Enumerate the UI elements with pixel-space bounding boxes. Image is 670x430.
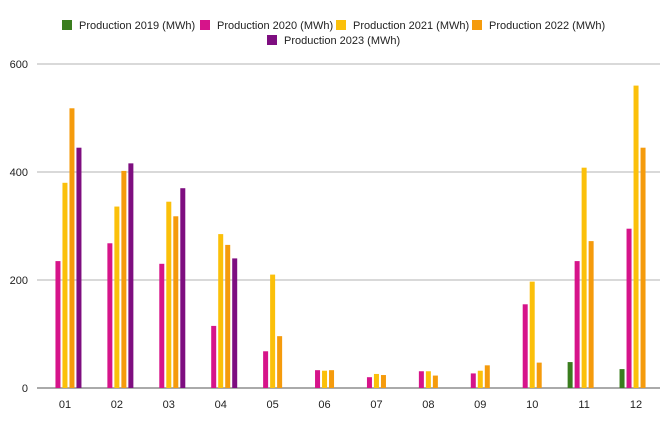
bar-production-2022-mwh-08 bbox=[432, 375, 438, 388]
legend-label: Production 2022 (MWh) bbox=[489, 20, 605, 32]
bar-production-2020-mwh-01 bbox=[55, 261, 61, 388]
x-tick-label: 06 bbox=[318, 399, 330, 411]
legend-label: Production 2021 (MWh) bbox=[353, 20, 469, 32]
legend-label: Production 2020 (MWh) bbox=[217, 20, 333, 32]
bar-production-2021-mwh-11 bbox=[581, 167, 587, 388]
legend-label: Production 2023 (MWh) bbox=[284, 35, 400, 47]
bar-production-2020-mwh-03 bbox=[159, 263, 165, 388]
bar-production-2020-mwh-05 bbox=[263, 351, 269, 388]
y-tick-label: 0 bbox=[22, 383, 28, 395]
bar-production-2022-mwh-02 bbox=[121, 170, 127, 388]
bar-production-2020-mwh-07 bbox=[366, 377, 372, 388]
bar-production-2020-mwh-08 bbox=[418, 371, 424, 388]
legend-label: Production 2019 (MWh) bbox=[79, 20, 195, 32]
legend-swatch-0 bbox=[62, 20, 72, 30]
bar-production-2021-mwh-05 bbox=[270, 274, 276, 388]
bar-production-2021-mwh-03 bbox=[166, 201, 172, 388]
bar-production-2022-mwh-05 bbox=[277, 336, 283, 388]
bar-production-2021-mwh-06 bbox=[322, 370, 328, 388]
x-tick-label: 01 bbox=[59, 399, 71, 411]
bar-production-2023-mwh-04 bbox=[232, 258, 238, 388]
x-tick-label: 04 bbox=[215, 399, 227, 411]
legend-swatch-3 bbox=[472, 20, 482, 30]
bar-production-2020-mwh-10 bbox=[522, 304, 528, 388]
bar-production-2021-mwh-07 bbox=[373, 373, 379, 388]
axes: 0 200 400 600 01 02 03 04 05 06 07 08 09 10 11 12 bbox=[10, 59, 643, 411]
bar-production-2021-mwh-08 bbox=[425, 371, 431, 388]
legend-swatch-1 bbox=[200, 20, 210, 30]
x-tick-label: 03 bbox=[163, 399, 175, 411]
bars bbox=[55, 85, 646, 388]
x-tick-label: 08 bbox=[422, 399, 434, 411]
y-tick-label: 600 bbox=[10, 59, 28, 71]
x-tick-label: 07 bbox=[370, 399, 382, 411]
bar-production-2020-mwh-09 bbox=[470, 373, 476, 388]
bar-production-2022-mwh-11 bbox=[588, 241, 594, 388]
bar-production-2023-mwh-02 bbox=[128, 163, 134, 388]
bar-production-2021-mwh-01 bbox=[62, 182, 68, 388]
gridlines bbox=[37, 63, 660, 389]
bar-production-2023-mwh-03 bbox=[180, 188, 186, 388]
legend-swatch-4 bbox=[267, 35, 277, 45]
bar-production-2019-mwh-11 bbox=[567, 362, 573, 388]
y-tick-label: 400 bbox=[10, 167, 28, 179]
x-tick-label: 11 bbox=[578, 399, 589, 411]
bar-production-2022-mwh-12 bbox=[640, 147, 646, 388]
bar-production-2022-mwh-01 bbox=[69, 108, 75, 388]
x-tick-label: 05 bbox=[267, 399, 279, 411]
bar-production-2021-mwh-02 bbox=[114, 206, 120, 388]
bar-production-2020-mwh-11 bbox=[574, 261, 580, 388]
bar-production-2022-mwh-09 bbox=[484, 365, 490, 388]
bar-production-2022-mwh-10 bbox=[536, 362, 542, 388]
y-tick-label: 200 bbox=[10, 275, 28, 287]
bar-production-2019-mwh-12 bbox=[619, 369, 625, 388]
bar-production-2022-mwh-03 bbox=[173, 216, 179, 388]
bar-production-2022-mwh-06 bbox=[329, 370, 335, 388]
bar-production-2020-mwh-12 bbox=[626, 228, 632, 388]
bar-production-2020-mwh-02 bbox=[107, 243, 113, 388]
bar-production-2020-mwh-04 bbox=[211, 325, 217, 388]
legend: Production 2019 (MWh) Production 2020 (MW… bbox=[62, 20, 605, 47]
bar-production-2022-mwh-07 bbox=[380, 375, 386, 388]
bar-production-2021-mwh-04 bbox=[218, 234, 224, 388]
x-tick-label: 09 bbox=[474, 399, 486, 411]
bar-production-2022-mwh-04 bbox=[225, 244, 231, 388]
x-tick-label: 12 bbox=[630, 399, 642, 411]
legend-swatch-2 bbox=[336, 20, 346, 30]
x-tick-label: 02 bbox=[111, 399, 123, 411]
bar-production-2021-mwh-12 bbox=[633, 85, 639, 388]
x-tick-label: 10 bbox=[526, 399, 538, 411]
bar-production-2023-mwh-01 bbox=[76, 147, 82, 388]
bar-production-2020-mwh-06 bbox=[315, 370, 321, 388]
bar-production-2021-mwh-10 bbox=[529, 281, 535, 388]
bar-production-2021-mwh-09 bbox=[477, 370, 483, 388]
